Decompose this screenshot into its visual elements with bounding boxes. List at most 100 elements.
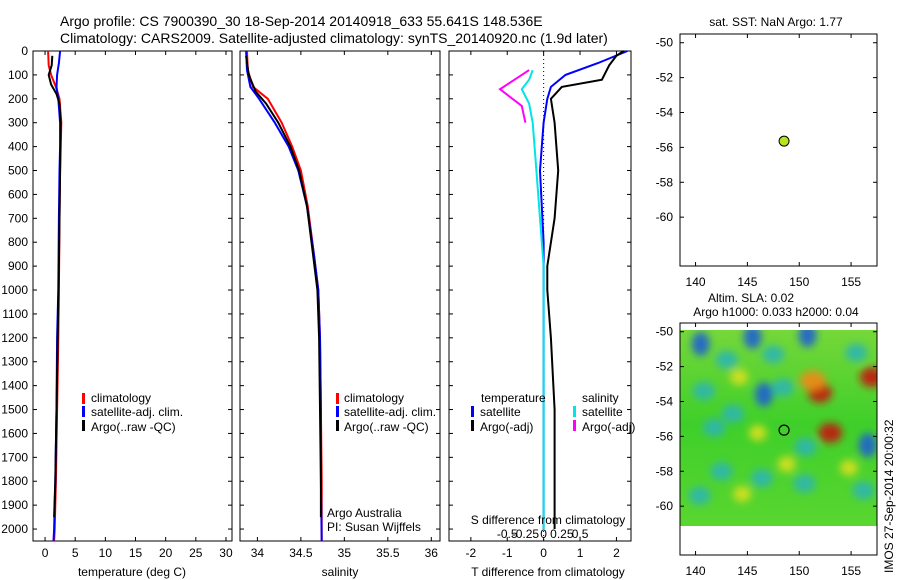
difference-legend: temperature salinity satellite Argo(-adj…: [471, 391, 635, 434]
x-tick-label: 5: [72, 546, 79, 560]
x-tick-label: 0: [42, 546, 49, 560]
x-tick-label: 30: [219, 546, 233, 560]
sla-anomaly-blob: [688, 486, 711, 505]
sla-anomaly-blob: [771, 378, 794, 397]
map-y-tick-label: -50: [656, 325, 674, 339]
series-line-cyan: [520, 69, 545, 529]
legend-label-climatology: climatology: [344, 391, 404, 405]
sst-map-axes-box: [679, 33, 878, 267]
depth-tick-label: 500: [8, 164, 28, 178]
difference-top-label: S difference from climatology: [471, 513, 626, 527]
sla-anomaly-blob: [840, 459, 859, 476]
map-x-tick-label: 150: [789, 564, 809, 578]
sla-map-plot: 140 145 150 155 -50 -52 -54 -56 -58 -60: [656, 323, 877, 578]
sla-anomaly-blob: [692, 382, 715, 401]
sla-anomaly-blob: [794, 437, 817, 456]
map-y-tick-label: -50: [656, 36, 674, 50]
difference-plot: -2 -1 0 1 2: [449, 50, 631, 560]
series-line-black: [47, 55, 62, 518]
legend-swatch-argo: [82, 420, 85, 431]
sla-anomaly-blob: [743, 330, 762, 349]
x-tick-label: 2: [613, 546, 620, 560]
annotation-pi: PI: Susan Wijffels: [327, 520, 421, 534]
temperature-panel: 0100200300400500600700800900100011001200…: [1, 44, 233, 579]
series-line-red: [246, 50, 323, 541]
map-x-tick-label: 145: [737, 275, 757, 289]
depth-tick-label: 900: [8, 259, 28, 273]
legend-swatch-satellite-adj: [82, 406, 85, 417]
depth-tick-label: 0: [21, 44, 28, 58]
legend-label-argo: Argo(..raw -QC): [344, 420, 429, 434]
depth-tick-label: 700: [8, 211, 28, 225]
map-y-tick-label: -58: [656, 175, 674, 189]
x-tick-label: 10: [99, 546, 113, 560]
temperature-xlabel: temperature (deg C): [78, 565, 186, 579]
temperature-axes-box: [32, 50, 233, 542]
series-line-magenta: [498, 69, 530, 123]
salinity-diff-ticks: -0.5-0.25 0 0.250.5: [497, 527, 589, 541]
map-x-tick-label: 155: [841, 564, 861, 578]
sla-anomaly-blob: [798, 330, 817, 348]
legend-header-salinity: salinity: [582, 391, 619, 405]
depth-tick-label: 1000: [1, 283, 28, 297]
map-x-tick-label: 150: [789, 275, 809, 289]
depth-tick-label: 200: [8, 92, 28, 106]
depth-tick-label: 100: [8, 68, 28, 82]
sla-anomaly-blob: [715, 350, 738, 369]
depth-tick-label: 2000: [1, 522, 28, 536]
depth-tick-label: 1400: [1, 379, 28, 393]
legend-swatch-temp-satellite: [471, 406, 474, 417]
legend-header-temperature: temperature: [481, 391, 546, 405]
x-tick-label: 34.5: [289, 546, 313, 560]
argo-location-marker: [778, 135, 790, 147]
annotation-argo-australia: Argo Australia: [327, 506, 402, 520]
salinity-panel: 34 34.5 35 35.5 36 salinity climatology sate…: [239, 50, 441, 579]
sla-anomaly-blob: [691, 331, 710, 356]
sla-anomaly-blob: [710, 462, 733, 481]
sla-anomaly-blob: [845, 343, 868, 362]
depth-tick-label: 800: [8, 235, 28, 249]
difference-axes-box: [448, 50, 632, 542]
series-line-blue: [245, 50, 323, 542]
map-y-tick-label: -60: [656, 499, 674, 513]
depth-tick-label: 1100: [2, 307, 28, 321]
sla-heatmap-anomalies: [688, 330, 877, 505]
legend-swatch-climatology: [82, 393, 85, 404]
sla-anomaly-blob: [858, 433, 877, 458]
sla-anomaly-blob: [859, 367, 877, 388]
legend-label-argo: Argo(..raw -QC): [91, 420, 176, 434]
sla-anomaly-blob: [762, 345, 785, 364]
legend-label-temp-satellite: satellite: [480, 405, 521, 419]
argo-location-marker: [778, 424, 790, 436]
depth-tick-label: 600: [8, 187, 28, 201]
sla-title-line-2: Argo h1000: 0.033 h2000: 0.04: [693, 305, 859, 319]
sla-anomaly-blob: [750, 469, 773, 488]
sla-anomaly-blob: [703, 418, 726, 437]
legend-swatch-sal-argo: [573, 420, 576, 431]
depth-tick-label: 1500: [1, 403, 28, 417]
map-x-tick-label: 140: [686, 275, 706, 289]
x-tick-label: 1: [577, 546, 584, 560]
s-tick-label: 0.5: [572, 527, 589, 541]
s-tick-label: 0.25: [550, 527, 574, 541]
map-y-tick-label: -52: [656, 360, 674, 374]
temperature-legend: climatology satellite-adj. clim. Argo(..…: [82, 391, 183, 434]
map-y-tick-label: -60: [656, 210, 674, 224]
x-tick-label: 20: [159, 546, 173, 560]
difference-xlabel: T difference from climatology: [471, 565, 625, 579]
legend-swatch-temp-argo: [471, 420, 474, 431]
depth-tick-label: 400: [8, 140, 28, 154]
depth-tick-label: 1800: [1, 474, 28, 488]
depth-tick-label: 300: [8, 116, 28, 130]
map-y-tick-label: -56: [656, 140, 674, 154]
salinity-plot: 34 34.5 35 35.5 36: [240, 50, 440, 560]
depth-tick-label: 1600: [1, 426, 28, 440]
sst-map-panel: sat. SST: NaN Argo: 1.77 140 145 150 155 -50…: [656, 15, 878, 289]
depth-tick-label: 1700: [1, 450, 28, 464]
salinity-axes-box: [239, 50, 441, 542]
temperature-plot: 0100200300400500600700800900100011001200…: [1, 44, 233, 560]
x-tick-label: 15: [129, 546, 143, 560]
sla-anomaly-blob: [748, 424, 767, 441]
legend-label-sal-satellite: satellite: [582, 405, 623, 419]
x-tick-label: 34: [251, 546, 265, 560]
